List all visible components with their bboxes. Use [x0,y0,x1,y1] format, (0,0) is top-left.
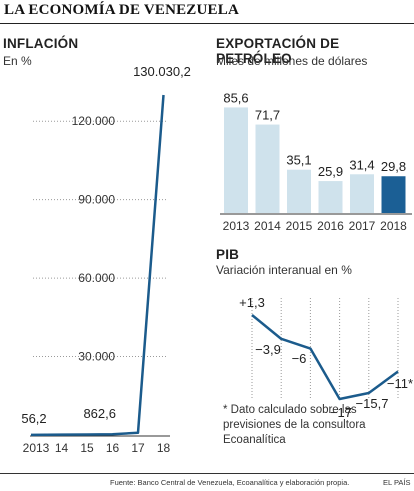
inflation-line [30,94,165,437]
oil-bar [318,181,343,213]
page-title: LA ECONOMÍA DE VENEZUELA [4,2,239,18]
oil-title: EXPORTACIÓN DE PETRÓLEO [216,36,340,66]
gdp-line [251,314,399,401]
inflation-xtick-label: 14 [55,441,69,455]
inflation-title: INFLACIÓN [3,36,79,51]
oil-value-label: 29,8 [381,159,406,174]
inflation-ytick-label: 90.000 [78,193,115,207]
inflation-ytick-label: 30.000 [78,350,115,364]
oil-value-label: 71,7 [255,108,280,123]
oil-value-label: 35,1 [286,153,311,168]
oil-bar [224,107,248,213]
oil-bar [287,169,311,213]
oil-value-label: 31,4 [349,157,374,172]
inflation-chart: 30.000 60.000 90.000 120.000 2013 14 15 16 17 18 5… [21,64,191,455]
inflation-data-label: 56,2 [21,411,46,426]
gdp-value-label: −3,9 [255,342,281,357]
gdp-value-label: −15,7 [356,396,389,411]
oil-category-label: 2013 [223,219,250,233]
inflation-xtick-label: 16 [106,441,120,455]
brand-label: EL PAÍS [383,478,411,487]
footnote: * Dato calculado sobre las previsiones d… [223,404,366,446]
gdp-subtitle: Variación interanual en % [216,263,352,277]
oil-bar [381,176,406,213]
gdp-value-label: +1,3 [239,295,265,310]
gdp-chart: +1,3 −3,9 −6 −17 −15,7 −11* [239,295,413,420]
gdp-value-label: −6 [292,351,307,366]
gdp-value-label: −17 [330,405,352,420]
gdp-title: PIB [216,247,240,262]
oil-value-label: 25,9 [318,164,343,179]
inflation-subtitle: En % [3,54,32,68]
inflation-xtick-label: 2013 [23,441,50,455]
top-rule [0,23,414,24]
oil-bar [255,124,280,213]
oil-category-label: 2017 [349,219,376,233]
gdp-value-label: −11* [387,376,413,391]
inflation-data-label: 130.030,2 [133,64,191,79]
bottom-rule [0,473,414,474]
oil-chart: 85,6 2013 71,7 2014 35,1 2015 25,9 2016 31,4 2017… [220,90,412,233]
inflation-data-label: 862,6 [83,406,116,421]
oil-category-label: 2018 [380,219,407,233]
oil-category-label: 2015 [286,219,313,233]
oil-category-label: 2014 [254,219,281,233]
oil-bar [350,174,374,213]
source-text: Fuente: Banco Central de Venezuela, Ecoa… [110,478,350,487]
inflation-xtick-label: 15 [80,441,94,455]
inflation-ytick-label: 120.000 [72,114,116,128]
inflation-ytick-label: 60.000 [78,271,115,285]
oil-value-label: 85,6 [223,90,248,105]
oil-category-label: 2016 [317,219,344,233]
oil-subtitle: Miles de millones de dólares [216,54,368,68]
inflation-xtick-label: 17 [131,441,145,455]
inflation-xtick-label: 18 [157,441,171,455]
